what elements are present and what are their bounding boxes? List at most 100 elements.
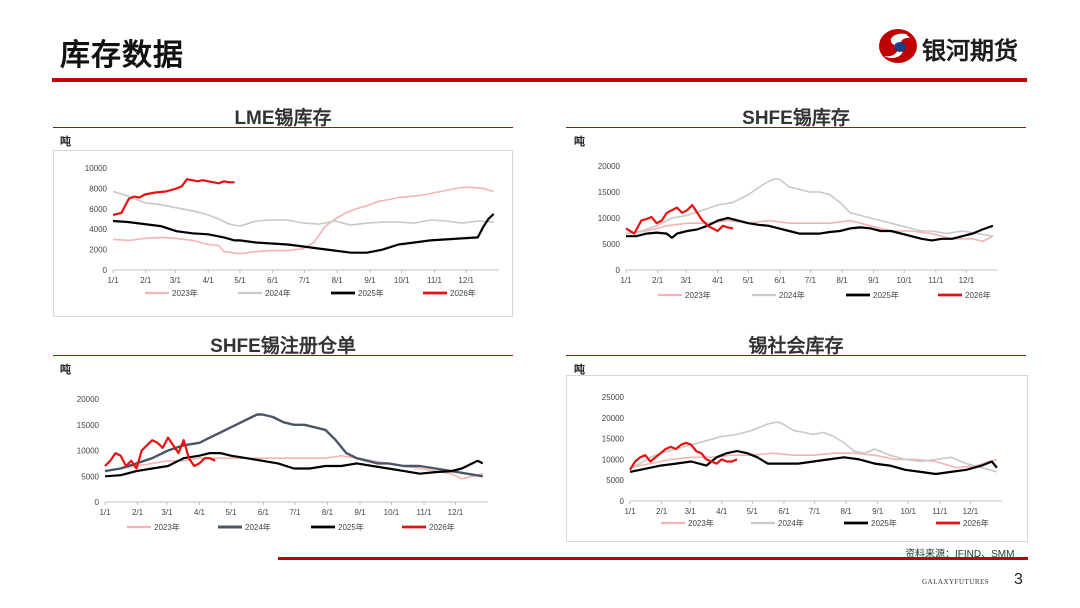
footer-brand: GALAXYFUTURES xyxy=(922,578,990,586)
x-tick-label: 10/1 xyxy=(896,276,912,285)
y-tick-label: 2000 xyxy=(89,246,107,255)
page-number: 3 xyxy=(1014,571,1023,588)
galaxy-logo-icon xyxy=(879,29,917,63)
x-tick-label: 3/1 xyxy=(170,276,182,285)
y-tick-label: 20000 xyxy=(77,395,100,404)
series-line-2023年 xyxy=(104,454,483,480)
series-line-2024年 xyxy=(629,421,998,473)
footer-rule xyxy=(278,557,1028,560)
x-tick-label: 6/1 xyxy=(774,276,786,285)
y-tick-label: 0 xyxy=(620,497,625,506)
x-tick-label: 7/1 xyxy=(805,276,817,285)
x-tick-label: 5/1 xyxy=(225,508,237,517)
legend-label: 2026年 xyxy=(963,518,989,528)
galaxy-logo xyxy=(876,26,1036,66)
x-tick-label: 4/1 xyxy=(712,276,724,285)
x-tick-label: 5/1 xyxy=(234,276,246,285)
x-tick-label: 6/1 xyxy=(267,276,279,285)
x-tick-label: 8/1 xyxy=(841,507,853,516)
y-tick-label: 10000 xyxy=(77,447,100,456)
x-tick-label: 9/1 xyxy=(872,507,884,516)
x-tick-label: 11/1 xyxy=(928,276,944,285)
series-line-2026年 xyxy=(625,203,734,235)
series-line-2024年 xyxy=(625,178,994,237)
x-tick-label: 11/1 xyxy=(416,508,432,517)
chart-frame-lme xyxy=(53,150,513,317)
lme-chart: 0 2000 4000 6000 8000 10000 1/1 2/1 3/1 4/1 5/1 6/1… xyxy=(85,164,499,298)
chart-title-social: 锡社会库存 xyxy=(748,336,844,357)
logo-text: 银河期货 xyxy=(922,38,1018,65)
y-tick-label: 15000 xyxy=(77,421,100,430)
x-tick-label: 3/1 xyxy=(681,276,693,285)
social-chart: 0 5000 10000 15000 20000 25000 1/1 2/1 3/1 4/1 5/1… xyxy=(602,393,1002,528)
x-tick-label: 4/1 xyxy=(716,507,728,516)
x-tick-label: 5/1 xyxy=(743,276,755,285)
x-tick-label: 7/1 xyxy=(809,507,821,516)
x-tick-label: 9/1 xyxy=(868,276,880,285)
x-tick-label: 2/1 xyxy=(652,276,664,285)
x-tick-label: 1/1 xyxy=(107,276,119,285)
x-tick-label: 11/1 xyxy=(427,276,443,285)
y-tick-label: 5000 xyxy=(606,476,624,485)
y-tick-label: 6000 xyxy=(89,205,107,214)
header-rule xyxy=(52,78,1027,82)
chart-title-lme: LME锡库存 xyxy=(234,108,332,129)
x-tick-label: 5/1 xyxy=(747,507,759,516)
legend-label: 2024年 xyxy=(778,518,804,528)
series-line-2025年 xyxy=(626,216,994,242)
series-line-2026年 xyxy=(112,178,235,216)
y-tick-label: 0 xyxy=(95,498,100,507)
y-tick-label: 5000 xyxy=(81,472,99,481)
y-tick-label: 15000 xyxy=(602,435,625,444)
x-tick-label: 6/1 xyxy=(258,508,270,517)
y-tick-label: 15000 xyxy=(598,188,621,197)
x-tick-label: 10/1 xyxy=(394,276,410,285)
legend-label: 2025年 xyxy=(871,518,897,528)
x-tick-label: 8/1 xyxy=(332,276,344,285)
legend-label: 2026年 xyxy=(429,522,455,532)
x-tick-label: 7/1 xyxy=(299,276,311,285)
y-tick-label: 20000 xyxy=(602,414,625,423)
x-tick-label: 1/1 xyxy=(99,508,111,517)
series-line-2023年 xyxy=(112,186,494,255)
x-tick-label: 2/1 xyxy=(656,507,668,516)
x-tick-label: 2/1 xyxy=(132,508,144,517)
y-tick-label: 5000 xyxy=(602,240,620,249)
x-tick-label: 9/1 xyxy=(354,508,366,517)
shfe-chart: 0 5000 10000 15000 20000 1/1 2/1 3/1 4/1 5/1 6/1 7/… xyxy=(598,162,998,300)
legend-label: 2024年 xyxy=(265,288,291,298)
section-rule xyxy=(53,127,513,128)
chart-frame-social xyxy=(566,375,1028,542)
legend-label: 2026年 xyxy=(965,290,991,300)
series-line-2026年 xyxy=(104,436,216,470)
chart-title-shfe-warrant: SHFE锡注册仓单 xyxy=(210,336,356,357)
x-tick-label: 4/1 xyxy=(194,508,206,517)
legend-label: 2024年 xyxy=(779,290,805,300)
y-tick-label: 0 xyxy=(103,266,108,275)
x-tick-label: 2/1 xyxy=(140,276,152,285)
x-tick-label: 8/1 xyxy=(322,508,334,517)
x-tick-label: 8/1 xyxy=(837,276,849,285)
series-line-2025年 xyxy=(629,449,998,476)
shfe-warrant-chart: 0 5000 10000 15000 20000 1/1 2/1 3/1 4/1 5/1 6/1 7/… xyxy=(77,395,488,532)
series-line-2024年 xyxy=(112,190,494,227)
legend-label: 2023年 xyxy=(172,288,198,298)
series-line-2023年 xyxy=(625,219,994,243)
x-tick-label: 3/1 xyxy=(161,508,173,517)
legend-label: 2025年 xyxy=(338,522,364,532)
y-tick-label: 10000 xyxy=(602,455,625,464)
source-note: 资料来源：IFIND、SMM xyxy=(905,549,1015,560)
x-tick-label: 3/1 xyxy=(685,507,697,516)
y-tick-label: 10000 xyxy=(598,214,621,223)
x-tick-label: 12/1 xyxy=(448,508,464,517)
x-tick-label: 1/1 xyxy=(620,276,632,285)
legend-label: 2025年 xyxy=(873,290,899,300)
legend-label: 2024年 xyxy=(245,522,271,532)
x-tick-label: 7/1 xyxy=(289,508,301,517)
section-rule xyxy=(566,355,1026,356)
legend-label: 2026年 xyxy=(450,288,476,298)
legend-label: 2023年 xyxy=(688,518,714,528)
x-tick-label: 9/1 xyxy=(364,276,376,285)
x-tick-label: 11/1 xyxy=(932,507,948,516)
series-line-2024年 xyxy=(104,413,483,478)
